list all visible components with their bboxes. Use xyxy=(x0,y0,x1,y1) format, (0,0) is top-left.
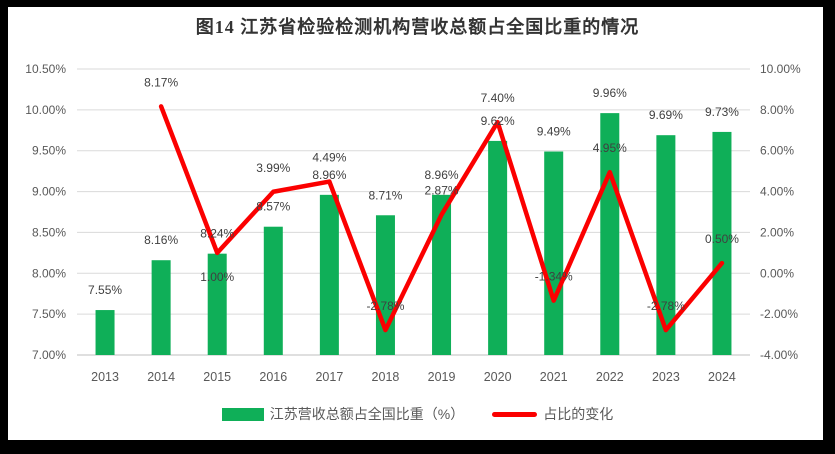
right-axis-tick-label: 6.00% xyxy=(760,144,794,158)
bar xyxy=(95,310,115,355)
year-label: 2017 xyxy=(315,370,343,384)
right-axis-tick-label: 2.00% xyxy=(760,225,794,239)
chart-title: 图14 江苏省检验检测机构营收总额占全国比重的情况 xyxy=(195,17,640,37)
line-data-label: 2.87% xyxy=(425,184,459,198)
bar-data-label: 9.62% xyxy=(481,114,515,128)
right-axis-tick-label: 10.00% xyxy=(760,62,801,76)
line-data-label: 7.40% xyxy=(481,91,515,105)
left-axis-tick-label: 8.00% xyxy=(32,266,66,280)
line-data-label: -1.34% xyxy=(535,270,573,284)
bar xyxy=(151,260,171,355)
year-label: 2014 xyxy=(147,370,175,384)
left-axis-tick-label: 7.00% xyxy=(32,348,66,362)
line-data-label: -2.78% xyxy=(647,299,685,313)
left-axis-tick-label: 8.50% xyxy=(32,225,66,239)
bar-data-label: 9.96% xyxy=(593,86,627,100)
bar-data-label: 7.55% xyxy=(88,283,122,297)
bar xyxy=(319,194,339,355)
chart-legend: 江苏营收总额占全国比重（%） 占比的变化 xyxy=(0,404,835,424)
right-axis-tick-label: 4.00% xyxy=(760,185,794,199)
bar-data-label: 9.49% xyxy=(537,125,571,139)
year-label: 2024 xyxy=(708,370,736,384)
year-label: 2020 xyxy=(484,370,512,384)
line-data-label: 4.49% xyxy=(312,151,346,165)
bar-data-label: 9.73% xyxy=(705,105,739,119)
legend-line-swatch xyxy=(492,411,538,417)
left-axis-tick-label: 9.00% xyxy=(32,185,66,199)
line-data-label: 1.00% xyxy=(200,270,234,284)
bar-data-label: 9.69% xyxy=(649,108,683,122)
bar xyxy=(263,226,283,355)
bar-data-label: 8.57% xyxy=(256,200,290,214)
year-label: 2018 xyxy=(372,370,400,384)
change-line xyxy=(158,104,725,333)
year-label: 2023 xyxy=(652,370,680,384)
bar-data-label: 8.96% xyxy=(425,168,459,182)
bar-data-label: 8.96% xyxy=(312,168,346,182)
left-axis-tick-label: 9.50% xyxy=(32,144,66,158)
bar-data-label: 8.71% xyxy=(368,188,402,202)
right-axis-tick-label: -2.00% xyxy=(760,307,798,321)
bar xyxy=(712,131,732,355)
bar xyxy=(544,151,564,355)
year-label: 2022 xyxy=(596,370,624,384)
bar xyxy=(207,253,227,355)
left-axis-tick-label: 10.50% xyxy=(25,62,66,76)
year-label: 2015 xyxy=(203,370,231,384)
bar-data-label: 8.16% xyxy=(144,233,178,247)
year-label: 2016 xyxy=(259,370,287,384)
line-data-label: 4.95% xyxy=(593,141,627,155)
year-label: 2021 xyxy=(540,370,568,384)
left-axis-tick-label: 10.00% xyxy=(25,103,66,117)
year-label: 2013 xyxy=(91,370,119,384)
bar xyxy=(432,194,452,355)
legend-bar-label: 江苏营收总额占全国比重（%） xyxy=(269,406,465,422)
left-axis-tick-label: 7.50% xyxy=(32,307,66,321)
year-label: 2019 xyxy=(428,370,456,384)
line-data-label: 8.17% xyxy=(144,75,178,89)
line-data-label: 3.99% xyxy=(256,161,290,175)
bar xyxy=(600,113,620,355)
right-axis-tick-label: -4.00% xyxy=(760,348,798,362)
bar xyxy=(656,135,676,355)
legend-bar-swatch xyxy=(221,407,264,421)
line-data-label: -2.78% xyxy=(366,299,404,313)
chart-canvas xyxy=(8,7,823,440)
bar xyxy=(375,215,395,355)
right-axis-tick-label: 0.00% xyxy=(760,266,794,280)
bar-data-label: 8.24% xyxy=(200,227,234,241)
right-axis-tick-label: 8.00% xyxy=(760,103,794,117)
legend-line-label: 占比的变化 xyxy=(543,406,614,422)
line-data-label: 0.50% xyxy=(705,232,739,246)
bar xyxy=(488,140,508,355)
